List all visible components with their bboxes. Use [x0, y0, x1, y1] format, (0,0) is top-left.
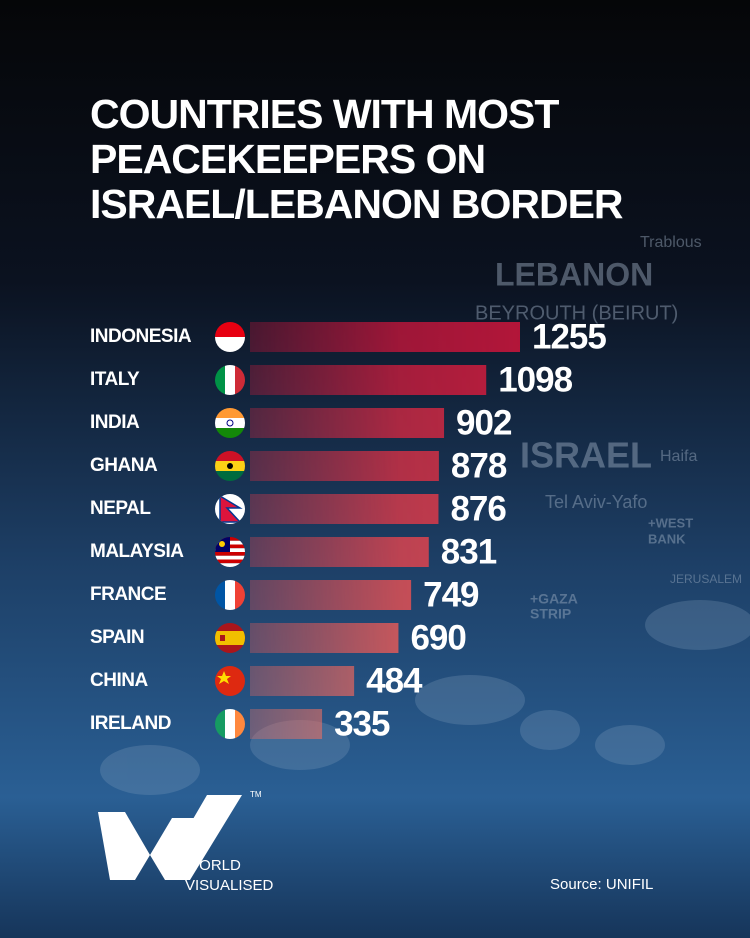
- value-label: 878: [451, 446, 507, 485]
- value-label: 335: [334, 704, 390, 743]
- flag-stripe: [215, 365, 226, 395]
- bar: [250, 709, 323, 739]
- map-label: Trablous: [640, 234, 702, 251]
- bar: [250, 580, 412, 610]
- flag-stripe: [215, 337, 245, 352]
- value-label: 484: [366, 661, 423, 700]
- map-label: JERUSALEM: [670, 572, 742, 586]
- bar: [250, 494, 439, 524]
- flag-stripe: [215, 418, 245, 429]
- flag: [215, 666, 245, 696]
- value-label: 690: [410, 618, 466, 657]
- flag-stripe: [215, 451, 245, 462]
- title-line: ISRAEL/LEBANON BORDER: [90, 181, 623, 227]
- flag-stripe: [215, 709, 226, 739]
- brand-name: WORLD: [185, 857, 241, 874]
- map-label: BANK: [648, 531, 686, 546]
- category-label: INDIA: [90, 412, 140, 433]
- map-label: BEYROUTH (BEIRUT): [475, 302, 678, 324]
- category-label: ITALY: [90, 369, 140, 390]
- bar: [250, 322, 520, 352]
- flag-stripe: [215, 555, 245, 560]
- flag: [215, 623, 245, 653]
- flag-stripe: [215, 428, 245, 438]
- flag: [215, 365, 245, 395]
- value-label: 876: [450, 489, 506, 528]
- flag-stripe: [235, 580, 245, 610]
- flag-stripe: [215, 563, 245, 567]
- map-label: Tel Aviv-Yafo: [545, 492, 647, 512]
- bar: [250, 666, 355, 696]
- helmets: [100, 600, 750, 795]
- category-label: MALAYSIA: [90, 541, 184, 562]
- bar: [250, 623, 399, 653]
- flag-stripe: [235, 709, 245, 739]
- category-label: IRELAND: [90, 713, 171, 734]
- flag-emblem: [219, 541, 225, 547]
- map-label: STRIP: [530, 606, 571, 622]
- flag-stripe: [225, 580, 236, 610]
- source: Source: UNIFIL: [550, 876, 653, 893]
- flag-emblem: [220, 635, 225, 641]
- logo-mark: [98, 795, 242, 880]
- category-label: NEPAL: [90, 498, 151, 519]
- flag-stripe: [215, 408, 245, 419]
- title-line: PEACEKEEPERS ON: [90, 136, 485, 182]
- flag: [215, 451, 245, 481]
- map-labels: Trablous LEBANON BEYROUTH (BEIRUT) ISRAEL Ha…: [475, 234, 742, 621]
- flag-star: [217, 671, 231, 684]
- category-label: INDONESIA: [90, 326, 192, 347]
- flag-stripe: [215, 552, 245, 556]
- category-label: SPAIN: [90, 627, 144, 648]
- category-label: FRANCE: [90, 584, 166, 605]
- title-line: COUNTRIES WITH MOST: [90, 91, 559, 137]
- map-label: LEBANON: [495, 256, 653, 292]
- flag-emblem: [226, 419, 234, 427]
- flag-emblem: [227, 463, 233, 469]
- bar: [250, 537, 429, 567]
- flag: [215, 537, 245, 567]
- flag: [215, 322, 245, 352]
- value-label: 1255: [532, 317, 606, 356]
- flag-stripe: [215, 559, 245, 564]
- flag: [215, 709, 245, 739]
- flag: [215, 580, 245, 610]
- value-label: 902: [456, 403, 512, 442]
- flag-stripe: [215, 631, 245, 645]
- map-label: ISRAEL: [520, 435, 652, 476]
- category-label: GHANA: [90, 455, 158, 476]
- map-label: +WEST: [648, 515, 693, 530]
- flag-stripe: [215, 322, 245, 338]
- bar-layer: [250, 322, 520, 739]
- flag-stripe: [225, 709, 236, 739]
- category-label: CHINA: [90, 670, 148, 691]
- bar: [250, 408, 445, 438]
- brand-name: VISUALISED: [185, 877, 274, 894]
- flag-stripe: [215, 471, 245, 481]
- bar: [250, 365, 487, 395]
- flag-stripe: [225, 365, 236, 395]
- flag: [215, 408, 245, 438]
- flag-bg: [215, 666, 245, 696]
- flag-stripe: [235, 365, 245, 395]
- map-label: +GAZA: [530, 591, 578, 607]
- brand-mark: TM: [250, 790, 262, 799]
- value-label: 831: [441, 532, 497, 571]
- flag: [215, 494, 245, 524]
- bars: INDONESIA 1255 ITALY 1098 INDIA 902 GHANA 878 NE…: [90, 317, 607, 743]
- logo: [98, 795, 242, 880]
- flag-stripe: [215, 580, 226, 610]
- value-label: 1098: [498, 360, 572, 399]
- flag-shape: [219, 494, 243, 523]
- bar: [250, 451, 439, 481]
- value-label: 749: [423, 575, 479, 614]
- map-label: Haifa: [660, 448, 697, 465]
